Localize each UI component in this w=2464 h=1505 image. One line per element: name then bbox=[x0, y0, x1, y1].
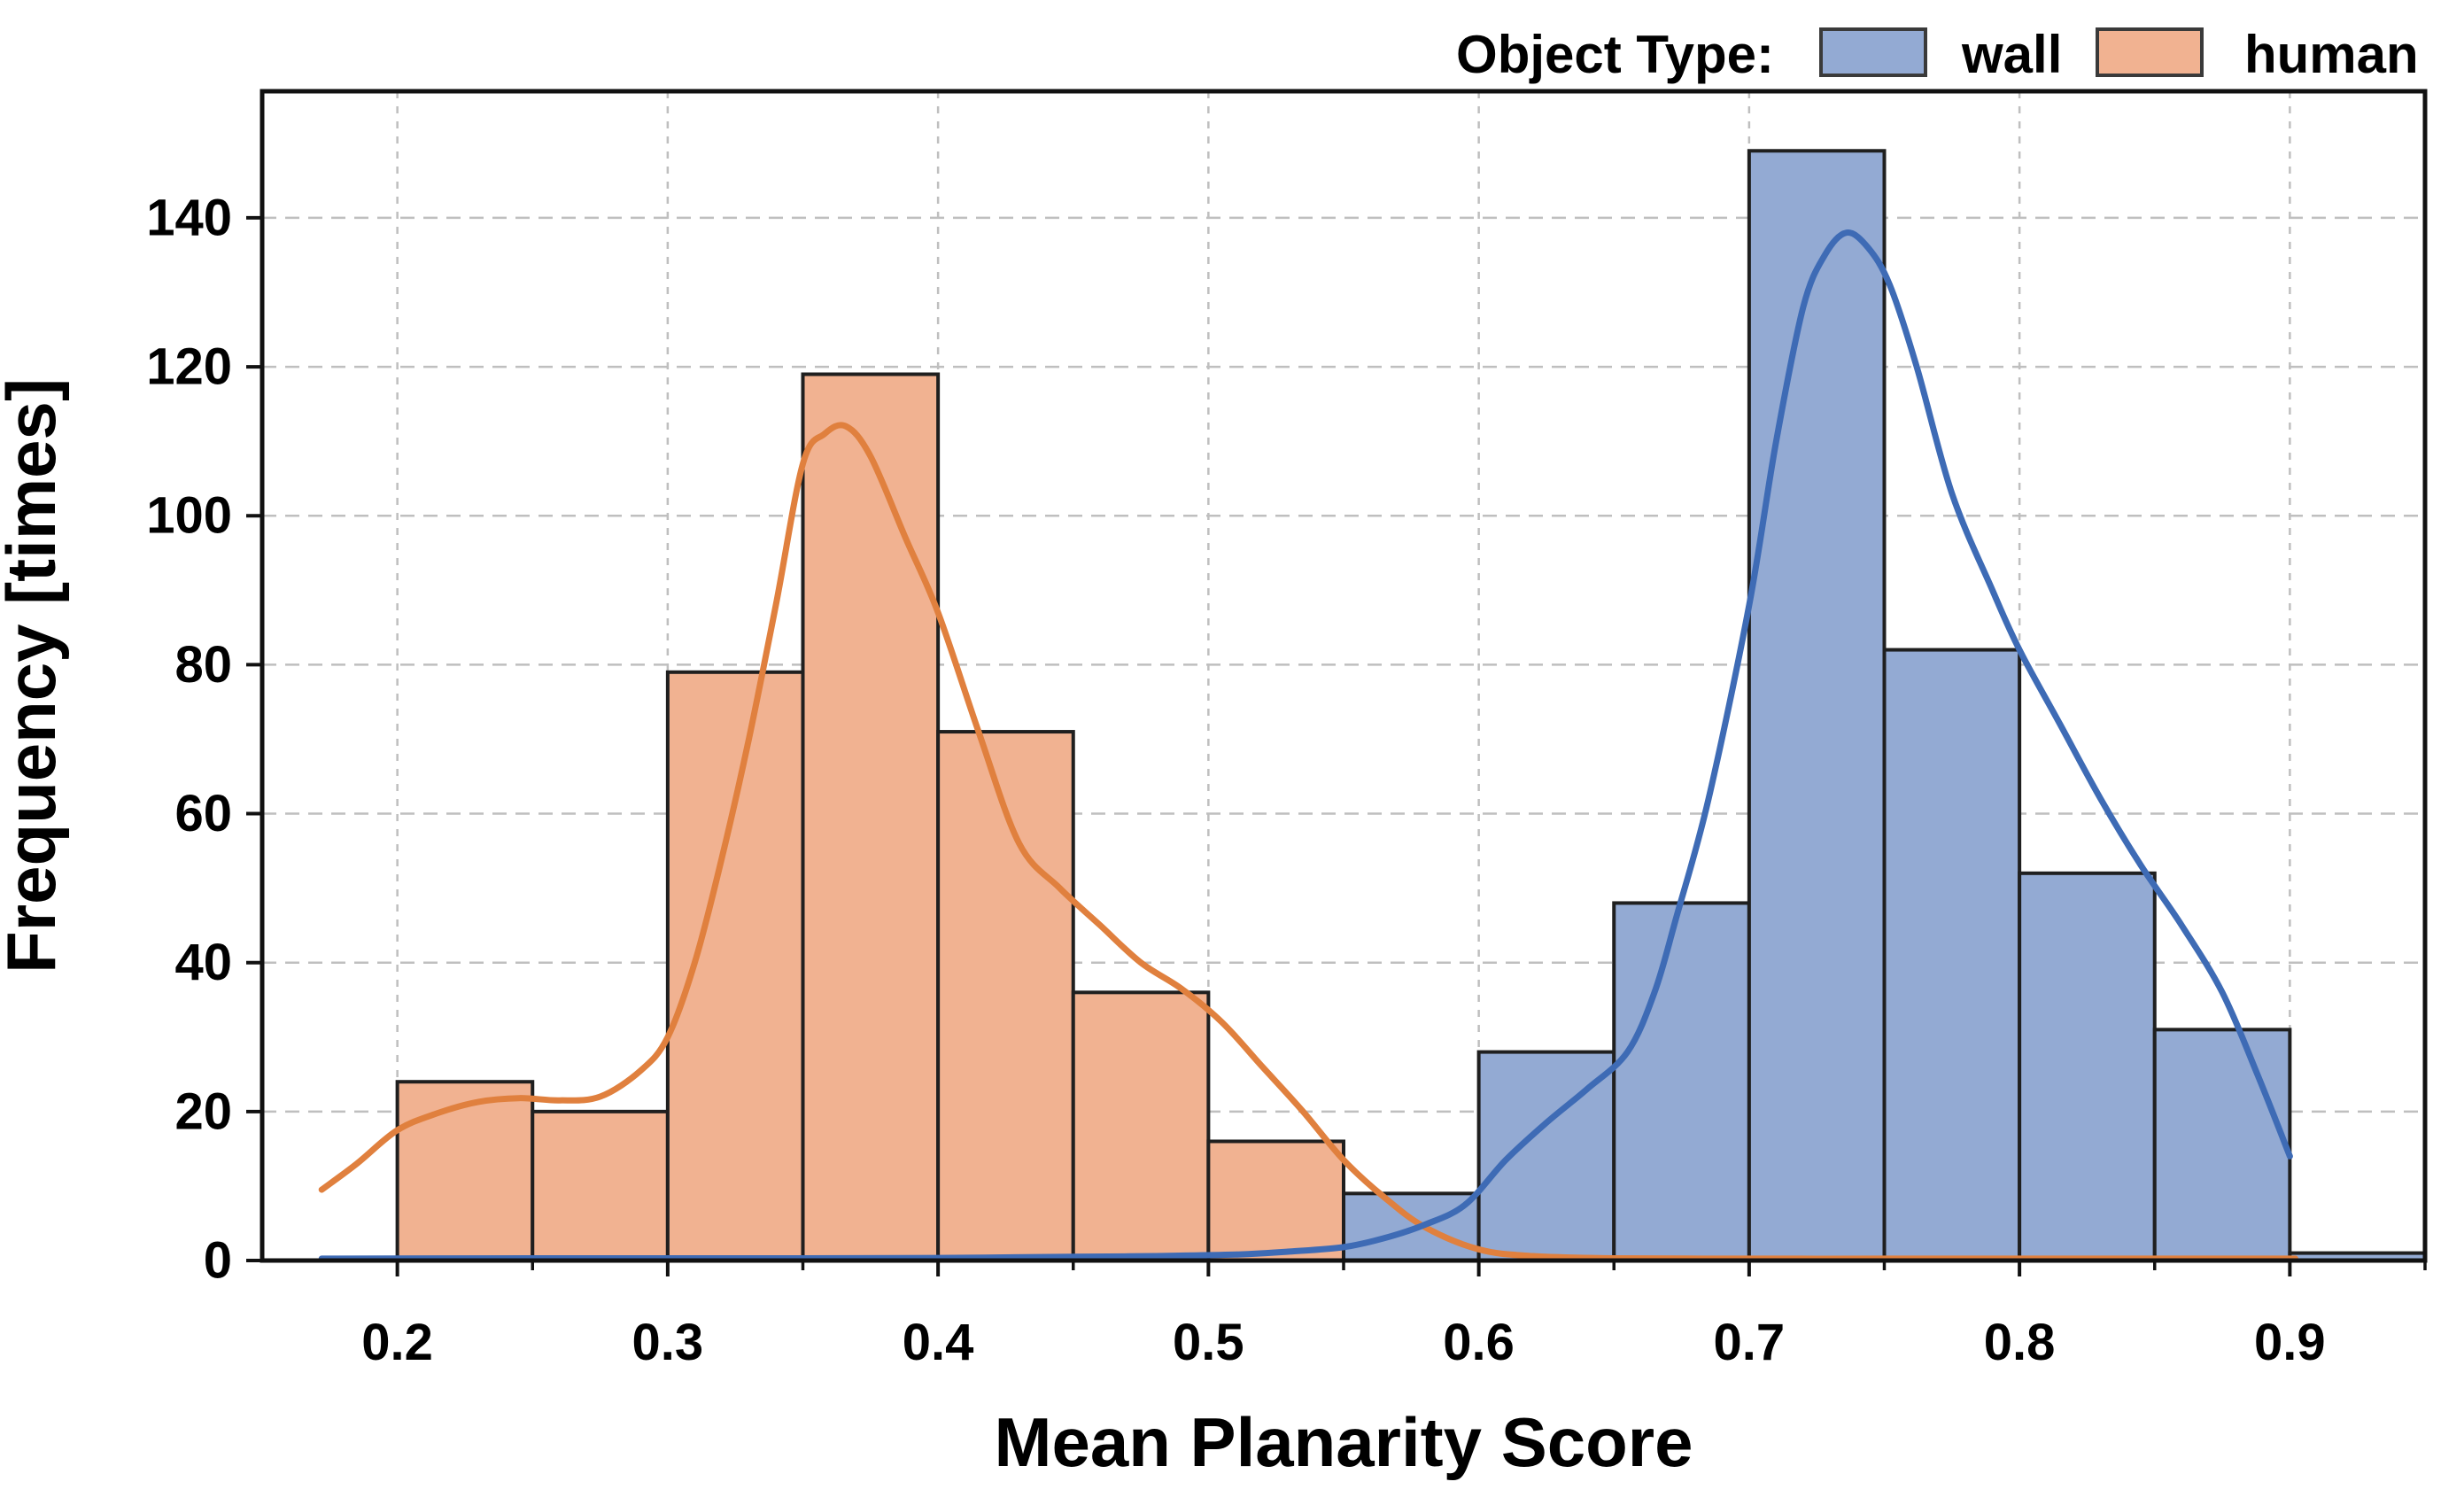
bar-wall-0.70 bbox=[1747, 149, 1887, 1263]
histogram-bars bbox=[395, 149, 2427, 1263]
bar-wall-0.65 bbox=[1612, 901, 1751, 1262]
kde-curve-human bbox=[318, 422, 2298, 1262]
bar-human-0.25 bbox=[531, 1109, 670, 1263]
xtick-label-0.3: 0.3 bbox=[632, 1314, 704, 1371]
xtick-label-0.9: 0.9 bbox=[2254, 1314, 2326, 1371]
bar-human-0.20 bbox=[395, 1080, 535, 1262]
kde-curve-wall bbox=[318, 229, 2293, 1262]
xtick-label-0.7: 0.7 bbox=[1714, 1314, 1786, 1371]
ytick-label-120: 120 bbox=[146, 338, 232, 396]
bar-wall-0.75 bbox=[1882, 648, 2022, 1262]
bar-human-0.45 bbox=[1071, 990, 1211, 1262]
kde-curves bbox=[318, 229, 2298, 1262]
xtick-label-0.2: 0.2 bbox=[361, 1314, 433, 1371]
y-axis-label: Frequency [times] bbox=[0, 378, 70, 974]
legend-swatch-human bbox=[2096, 27, 2204, 77]
legend: Object Type: wall human bbox=[1456, 25, 2419, 84]
x-axis-label: Mean Planarity Score bbox=[995, 1403, 1693, 1481]
legend-title: Object Type: bbox=[1456, 25, 1774, 84]
legend-label-human: human bbox=[2244, 25, 2419, 84]
legend-label-wall: wall bbox=[1961, 25, 2062, 84]
axis-ticks bbox=[246, 215, 2427, 1276]
plot-border bbox=[260, 89, 2428, 1263]
bar-human-0.35 bbox=[801, 372, 941, 1263]
bar-wall-0.80 bbox=[2018, 871, 2157, 1262]
xtick-label-0.6: 0.6 bbox=[1443, 1314, 1515, 1371]
ytick-label-20: 20 bbox=[174, 1082, 232, 1140]
bar-human-0.50 bbox=[1206, 1139, 1345, 1262]
xtick-label-0.4: 0.4 bbox=[903, 1314, 974, 1371]
ytick-label-60: 60 bbox=[174, 785, 232, 842]
bar-human-0.40 bbox=[936, 730, 1075, 1262]
ytick-label-80: 80 bbox=[174, 636, 232, 694]
xtick-label-0.8: 0.8 bbox=[1984, 1314, 2056, 1371]
ytick-label-0: 0 bbox=[204, 1232, 232, 1290]
ytick-label-140: 140 bbox=[146, 189, 232, 246]
legend-swatch-wall bbox=[1819, 27, 1927, 77]
tick-labels: 0 20 40 60 80 100 120 140 0.2 0.3 0.4 0.5 0.6 0.7 0.8 0… bbox=[146, 189, 2325, 1371]
ytick-label-100: 100 bbox=[146, 487, 232, 545]
bar-wall-0.85 bbox=[2152, 1028, 2292, 1262]
bar-human-0.30 bbox=[665, 670, 805, 1262]
xtick-label-0.5: 0.5 bbox=[1173, 1314, 1244, 1371]
ytick-label-40: 40 bbox=[174, 934, 232, 991]
